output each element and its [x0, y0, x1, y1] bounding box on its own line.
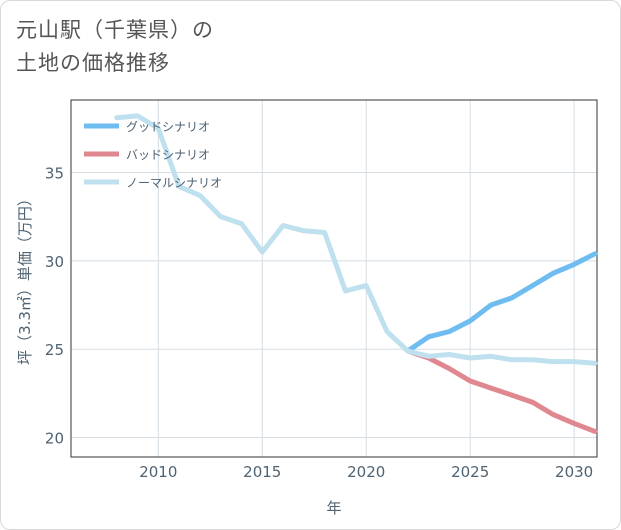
x-axis-ticks: 2010 2015 2020 2025 2030 [139, 463, 593, 481]
legend-label: ノーマルシナリオ [126, 176, 222, 190]
series-layer [114, 113, 598, 434]
y-axis-ticks: 20 25 30 35 [45, 164, 64, 447]
x-tick-label: 2020 [347, 463, 385, 481]
x-tick-label: 2025 [451, 463, 489, 481]
chart-title: 元山駅（千葉県）の 土地の価格推移 [16, 14, 214, 80]
title-line-1: 元山駅（千葉県）の [16, 18, 214, 42]
x-axis-title: 年 [326, 499, 341, 517]
y-tick-label: 25 [45, 341, 64, 359]
y-tick-label: 30 [45, 253, 64, 271]
title-line-2: 土地の価格推移 [16, 51, 170, 75]
series-line-2 [114, 113, 598, 366]
plot-area-border [70, 99, 598, 458]
legend-label: グッドシナリオ [126, 120, 210, 134]
y-tick-label: 35 [45, 164, 64, 182]
x-tick-label: 2015 [243, 463, 281, 481]
x-tick-label: 2030 [555, 463, 593, 481]
series-line-1 [405, 348, 598, 434]
y-tick-label: 20 [45, 430, 64, 448]
gridlines [71, 100, 597, 457]
legend-label: バッドシナリオ [126, 148, 210, 162]
x-tick-label: 2010 [139, 463, 177, 481]
series-line-0 [405, 251, 598, 354]
y-axis-title: 坪（3.3㎡）単価（万円） [16, 191, 34, 365]
